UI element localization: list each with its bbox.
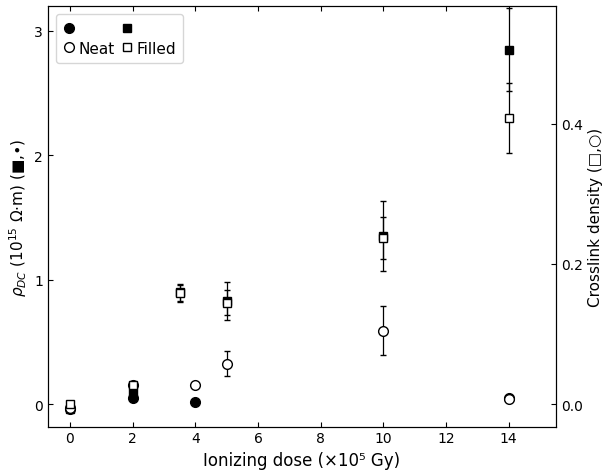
Legend: , Neat, , Filled: , Neat, , Filled xyxy=(56,15,184,64)
Y-axis label: Crosslink density (□,○): Crosslink density (□,○) xyxy=(588,128,603,306)
Y-axis label: $\rho_{DC}$ (10$^{15}$ $\Omega$$\cdot$m) ($\blacksquare$,$\bullet$): $\rho_{DC}$ (10$^{15}$ $\Omega$$\cdot$m)… xyxy=(7,138,29,296)
X-axis label: Ionizing dose (×10⁵ Gy): Ionizing dose (×10⁵ Gy) xyxy=(203,451,400,469)
